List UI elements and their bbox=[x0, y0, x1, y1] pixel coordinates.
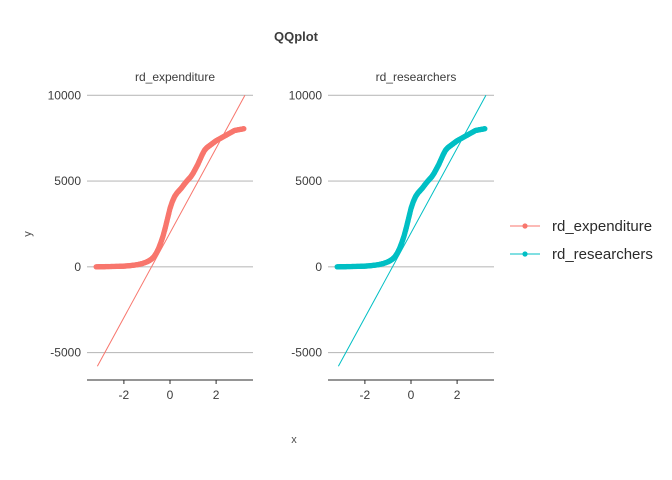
y-axis-title: y bbox=[22, 231, 34, 237]
x-tick-label: -2 bbox=[360, 388, 371, 402]
data-point bbox=[241, 126, 247, 132]
data-point bbox=[482, 126, 488, 132]
legend-label: rd_expenditure bbox=[552, 218, 652, 235]
y-tick-label: 10000 bbox=[48, 88, 82, 102]
y-tick-label: 0 bbox=[315, 260, 322, 274]
legend-key-point bbox=[522, 223, 528, 229]
x-tick-label: 2 bbox=[454, 388, 461, 402]
panel-strip-label: rd_researchers bbox=[376, 70, 457, 84]
y-tick-label: 10000 bbox=[289, 88, 323, 102]
panel-rd-expenditure: rd_expenditure -5000 0 5000 10000 -2 0 2 bbox=[48, 70, 253, 402]
legend: rd_expenditure rd_researchers bbox=[510, 218, 653, 263]
x-tick-label: 0 bbox=[167, 388, 174, 402]
legend-item-rd-researchers: rd_researchers bbox=[510, 246, 653, 263]
y-tick-label: 5000 bbox=[54, 174, 81, 188]
y-tick-label: 5000 bbox=[295, 174, 322, 188]
legend-label: rd_researchers bbox=[552, 246, 653, 263]
y-tick-label: 0 bbox=[74, 260, 81, 274]
x-axis-title: x bbox=[291, 434, 297, 446]
legend-key-point bbox=[522, 251, 528, 257]
x-tick-label: 0 bbox=[408, 388, 415, 402]
y-tick-label: -5000 bbox=[291, 346, 322, 360]
panel-strip-label: rd_expenditure bbox=[135, 70, 215, 84]
x-tick-label: -2 bbox=[119, 388, 130, 402]
panel-rd-researchers: rd_researchers -5000 0 5000 10000 -2 0 2 bbox=[289, 70, 494, 402]
legend-item-rd-expenditure: rd_expenditure bbox=[510, 218, 652, 235]
y-tick-label: -5000 bbox=[50, 346, 81, 360]
x-tick-label: 2 bbox=[213, 388, 220, 402]
chart-title: QQplot bbox=[274, 29, 319, 44]
